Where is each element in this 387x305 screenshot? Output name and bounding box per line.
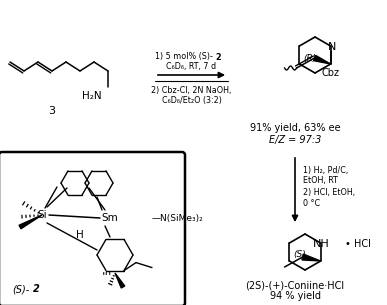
Text: (S)-: (S)- <box>12 284 29 294</box>
Text: (2S)-(+)-Coniine·HCl: (2S)-(+)-Coniine·HCl <box>245 280 344 290</box>
Text: 1) H₂, Pd/C,: 1) H₂, Pd/C, <box>303 166 348 174</box>
Text: Si: Si <box>37 210 47 220</box>
Text: 91% yield, 63% ee: 91% yield, 63% ee <box>250 123 340 133</box>
Text: E/Z = 97:3: E/Z = 97:3 <box>269 135 321 145</box>
Text: Cbz: Cbz <box>322 68 339 78</box>
Polygon shape <box>302 254 320 261</box>
Text: NH: NH <box>313 239 330 249</box>
Text: (R): (R) <box>303 53 317 63</box>
Text: (S): (S) <box>294 250 307 260</box>
Text: 1) 5 mol% (S)-: 1) 5 mol% (S)- <box>154 52 212 62</box>
Text: 2: 2 <box>216 52 221 62</box>
Text: —N(SiMe₃)₂: —N(SiMe₃)₂ <box>152 214 204 223</box>
Text: H₂N: H₂N <box>82 91 102 101</box>
Text: H: H <box>76 230 84 240</box>
Text: N: N <box>327 42 336 52</box>
Text: Sm: Sm <box>102 213 118 223</box>
Polygon shape <box>115 273 125 288</box>
Polygon shape <box>313 56 330 64</box>
Text: 2: 2 <box>33 284 40 294</box>
FancyBboxPatch shape <box>0 152 185 305</box>
Polygon shape <box>19 215 42 229</box>
Text: 94 % yield: 94 % yield <box>269 291 320 301</box>
Text: ''': ''' <box>102 271 112 284</box>
Text: 2) Cbz-Cl, 2N NaOH,: 2) Cbz-Cl, 2N NaOH, <box>151 87 232 95</box>
Text: 3: 3 <box>48 106 55 116</box>
Text: C₆D₆, RT, 7 d: C₆D₆, RT, 7 d <box>166 63 217 71</box>
Text: • HCl: • HCl <box>344 239 370 249</box>
Text: EtOH, RT: EtOH, RT <box>303 177 338 185</box>
Text: 0 °C: 0 °C <box>303 199 320 207</box>
Text: 2) HCl, EtOH,: 2) HCl, EtOH, <box>303 188 355 196</box>
Text: C₆D₆/Et₂O (3:2): C₆D₆/Et₂O (3:2) <box>161 95 221 105</box>
